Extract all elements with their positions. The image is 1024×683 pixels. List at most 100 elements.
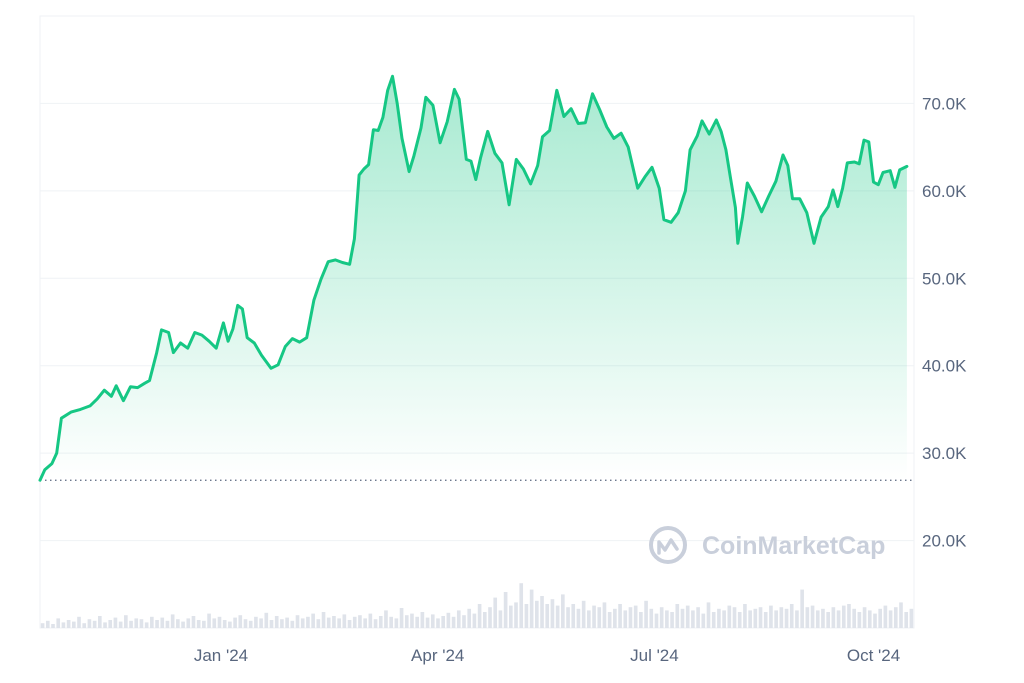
volume-bar (425, 617, 430, 628)
volume-bar (77, 616, 81, 628)
volume-bar (332, 616, 336, 628)
volume-bar (769, 605, 773, 628)
volume-bar (878, 608, 883, 628)
volume-bar (186, 618, 191, 628)
volume-bar (40, 623, 45, 628)
volume-bar (800, 589, 804, 628)
volume-bar (607, 612, 612, 628)
volume-bar (535, 600, 539, 628)
volume-bar (144, 622, 149, 628)
price-line (38, 74, 909, 482)
price-area (40, 76, 907, 481)
x-axis-tick-labels: Jan '24 Apr '24 Jul '24 Oct '24 (194, 646, 900, 665)
volume-bar (134, 618, 139, 628)
volume-bar (899, 602, 903, 628)
volume-bar (248, 620, 253, 628)
volume-bar (259, 618, 263, 628)
volume-bar (618, 604, 622, 628)
volume-bar (519, 583, 524, 628)
volume-bar (160, 617, 165, 628)
volume-bar (867, 610, 872, 628)
watermark-text: CoinMarketCap (702, 532, 885, 560)
volume-bar (795, 610, 799, 628)
volume-bar (540, 596, 544, 628)
volume-bar (280, 619, 284, 628)
volume-bar (181, 621, 185, 628)
volume-bar (467, 608, 472, 628)
volume-bar (274, 616, 279, 628)
volume-bar (441, 616, 446, 628)
volume-bar (701, 613, 706, 628)
volume-bar (243, 619, 248, 628)
volume-bar (784, 608, 789, 628)
volume-bar (300, 618, 305, 628)
volume-bar (358, 615, 362, 628)
y-tick-label: 60.0K (922, 182, 967, 201)
volume-bar (342, 614, 347, 628)
volume-bar (118, 621, 123, 628)
x-tick-label: Jan '24 (194, 646, 248, 665)
volume-bar (893, 607, 898, 628)
volume-bar (108, 620, 113, 628)
volume-bar (321, 612, 326, 628)
volume-bar (815, 610, 820, 628)
volume-bar (873, 613, 877, 628)
volume-bar (545, 604, 550, 628)
y-tick-label: 20.0K (922, 532, 967, 551)
volume-bar (477, 604, 482, 628)
volume-bar (202, 620, 206, 628)
volume-bar (529, 589, 534, 628)
x-tick-label: Apr '24 (411, 646, 464, 665)
volume-bar (384, 610, 388, 628)
volume-bar (150, 616, 154, 628)
volume-bar (87, 619, 92, 628)
volume-bars (40, 583, 914, 628)
volume-bar (592, 605, 596, 628)
volume-bar (404, 615, 409, 628)
volume-bar (826, 612, 830, 628)
volume-bar (597, 607, 602, 628)
volume-bar (654, 613, 659, 628)
volume-bar (462, 615, 466, 628)
volume-bar (680, 608, 685, 628)
volume-bar (763, 612, 768, 628)
volume-bar (587, 610, 591, 628)
volume-bar (337, 618, 341, 628)
volume-bar (665, 610, 669, 628)
volume-bar (264, 612, 269, 628)
volume-bar (71, 621, 76, 628)
volume-bar (363, 618, 367, 628)
y-tick-label: 70.0K (922, 94, 967, 113)
volume-bar (675, 604, 680, 628)
volume-bar (821, 608, 825, 628)
coinmarketcap-watermark: CoinMarketCap (649, 526, 885, 564)
volume-bar (420, 612, 425, 628)
volume-bar (581, 600, 586, 628)
volume-bar (238, 615, 243, 628)
volume-bar (326, 617, 331, 628)
volume-bar (311, 613, 315, 628)
volume-bar (748, 610, 752, 628)
volume-bar (555, 605, 560, 628)
coinmarketcap-logo-icon (649, 526, 687, 564)
volume-bar (571, 604, 576, 628)
volume-bar (352, 616, 357, 628)
volume-bar (789, 604, 794, 628)
volume-bar (389, 616, 393, 628)
volume-bar (696, 607, 700, 628)
volume-bar (888, 610, 893, 628)
volume-bar (857, 612, 862, 628)
y-tick-label: 40.0K (922, 357, 967, 376)
volume-bar (378, 616, 383, 628)
price-area-fill (40, 76, 907, 481)
volume-bar (399, 608, 404, 628)
volume-bar (410, 613, 414, 628)
volume-bar (737, 612, 742, 628)
volume-bar (170, 614, 175, 628)
volume-bar (691, 610, 695, 628)
volume-bar (904, 612, 909, 628)
y-tick-label: 30.0K (922, 444, 967, 463)
volume-bar (456, 610, 461, 628)
volume-bar (909, 608, 914, 628)
volume-bar (56, 618, 61, 628)
